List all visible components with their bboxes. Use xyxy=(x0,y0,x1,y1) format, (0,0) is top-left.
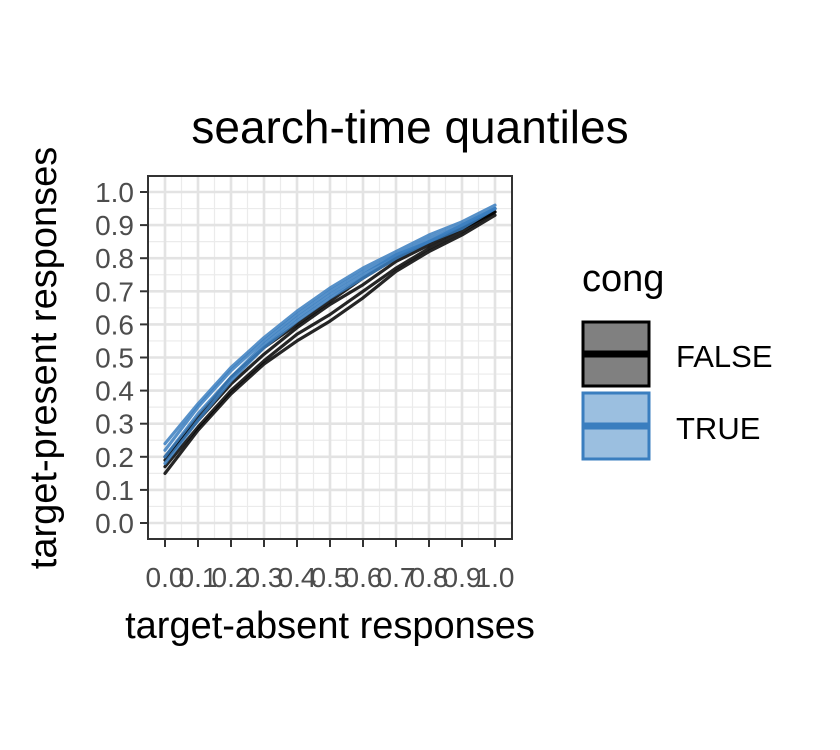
legend-label-false: FALSE xyxy=(676,339,773,374)
y-tick-label: 0.4 xyxy=(95,376,134,407)
legend: cong FALSE TRUE xyxy=(581,258,773,461)
y-tick-label: 0.6 xyxy=(95,309,134,340)
x-tick-label: 0.6 xyxy=(344,562,383,593)
x-tick-label: 0.2 xyxy=(212,562,251,593)
y-tick-label: 0.9 xyxy=(95,210,134,241)
series-line-false-1 xyxy=(163,210,497,469)
plot-panel xyxy=(147,175,513,540)
legend-entry-false: FALSE xyxy=(581,320,773,388)
y-tick-label: 0.3 xyxy=(95,409,134,440)
x-axis: 0.00.10.20.30.40.50.60.70.80.91.0 xyxy=(146,539,515,593)
x-tick-label: 0.0 xyxy=(146,562,185,593)
y-tick-label: 0.8 xyxy=(95,243,134,274)
series-line-true-7 xyxy=(163,207,497,465)
series-line-true-5 xyxy=(163,207,497,452)
x-tick-label: 0.1 xyxy=(179,562,218,593)
y-tick-label: 0.5 xyxy=(95,343,134,374)
y-tick-label: 0.1 xyxy=(95,475,134,506)
grid-lines xyxy=(148,176,512,539)
x-tick-label: 1.0 xyxy=(476,562,515,593)
chart-title: search-time quantiles xyxy=(191,101,628,153)
series-line-true-6 xyxy=(163,203,497,446)
x-tick-label: 0.3 xyxy=(245,562,284,593)
series-line-false-0 xyxy=(163,213,497,475)
legend-entry-true: TRUE xyxy=(581,391,760,461)
x-tick-label: 0.8 xyxy=(410,562,449,593)
y-tick-label: 0.0 xyxy=(95,508,134,539)
x-tick-label: 0.9 xyxy=(443,562,482,593)
x-tick-label: 0.5 xyxy=(311,562,350,593)
x-tick-label: 0.4 xyxy=(278,562,317,593)
y-tick-label: 0.7 xyxy=(95,276,134,307)
x-axis-title: target-absent responses xyxy=(125,605,535,647)
series-lines xyxy=(163,203,497,475)
y-tick-label: 1.0 xyxy=(95,177,134,208)
legend-label-true: TRUE xyxy=(676,411,760,446)
y-tick-label: 0.2 xyxy=(95,442,134,473)
legend-title: cong xyxy=(582,258,664,300)
y-axis: 0.00.10.20.30.40.50.60.70.80.91.0 xyxy=(95,177,148,539)
y-axis-title: target-present responses xyxy=(23,147,65,569)
x-tick-label: 0.7 xyxy=(377,562,416,593)
